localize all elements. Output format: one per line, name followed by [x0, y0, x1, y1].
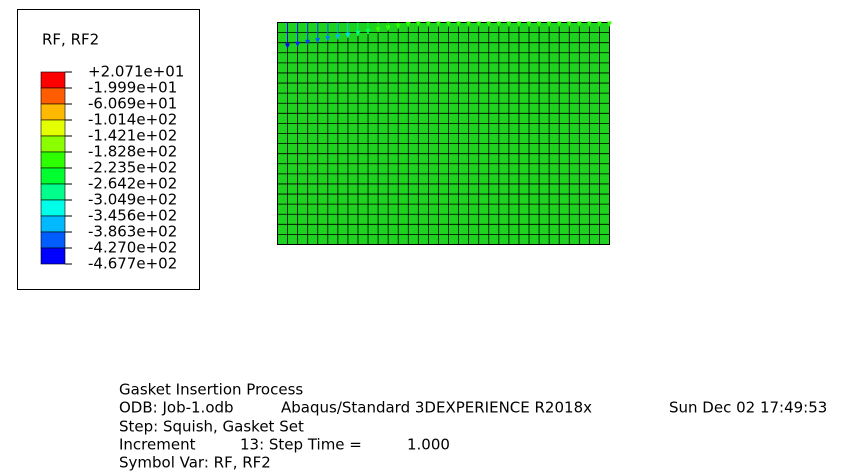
legend-swatch: [40, 199, 66, 217]
legend-swatch: [40, 167, 66, 185]
legend-label: -4.677e+02: [88, 255, 177, 273]
arrow-head: [486, 21, 492, 27]
legend-label: -3.863e+02: [88, 223, 177, 241]
arrow-head: [456, 21, 462, 27]
arrow-head: [596, 21, 602, 27]
info-date: Sun Dec 02 17:49:53: [669, 399, 827, 417]
legend-swatch: [40, 215, 66, 233]
legend-label: -1.999e+01: [88, 79, 177, 97]
legend-label: +2.071e+01: [88, 63, 184, 81]
arrow-head: [506, 21, 512, 27]
legend-label: -4.270e+02: [88, 239, 177, 257]
arrow-head: [405, 21, 411, 27]
arrow-head: [556, 21, 562, 27]
arrow-head: [325, 36, 331, 42]
reaction-arrows: [285, 21, 612, 49]
arrow-head: [476, 21, 482, 27]
info-increment-value: 13: Step Time =: [240, 436, 362, 454]
legend-label: -1.421e+02: [88, 127, 177, 145]
arrow-head: [496, 21, 502, 27]
arrow-head: [526, 21, 532, 27]
arrow-head: [385, 25, 391, 31]
legend-label: -2.642e+02: [88, 175, 177, 193]
arrow-head: [305, 39, 311, 45]
arrow-head: [546, 21, 552, 27]
arrow-head: [315, 38, 321, 44]
legend-label: -2.235e+02: [88, 159, 177, 177]
arrow-head: [345, 32, 351, 38]
mesh: [277, 22, 610, 245]
legend-swatch: [40, 247, 66, 265]
arrow-head: [395, 23, 401, 29]
arrow-head: [586, 21, 592, 27]
legend-label: -1.828e+02: [88, 143, 177, 161]
arrow-head: [516, 21, 522, 27]
legend-swatch: [40, 183, 66, 201]
arrow-head: [415, 21, 421, 27]
legend-swatch: [40, 231, 66, 249]
info-solver: Abaqus/Standard 3DEXPERIENCE R2018x: [281, 399, 592, 417]
legend-swatch: [40, 119, 66, 137]
info-title: Gasket Insertion Process: [119, 381, 303, 399]
legend-swatch: [40, 135, 66, 153]
legend-label: -1.014e+02: [88, 111, 177, 129]
arrow-head: [285, 43, 290, 49]
arrow-head: [576, 21, 582, 27]
arrow-head: [435, 21, 441, 27]
legend-swatch: [40, 71, 66, 89]
legend-swatch: [40, 103, 66, 121]
info-odb: ODB: Job-1.odb: [119, 399, 234, 417]
info-symbol-var: Symbol Var: RF, RF2: [119, 454, 271, 472]
legend-swatch: [40, 87, 66, 105]
arrow-head: [606, 21, 612, 27]
arrow-head: [445, 21, 451, 27]
arrow-head: [566, 21, 572, 27]
info-step: Step: Squish, Gasket Set: [119, 418, 304, 436]
legend-label: -6.069e+01: [88, 95, 177, 113]
arrow-head: [355, 30, 361, 36]
legend-title: RF, RF2: [42, 31, 99, 49]
info-increment: Increment: [119, 436, 196, 454]
legend-label: -3.456e+02: [88, 207, 177, 225]
arrow-head: [425, 21, 431, 27]
legend-swatch: [40, 151, 66, 169]
arrow-head: [365, 29, 371, 35]
arrow-head: [375, 27, 381, 33]
arrow-head: [295, 41, 301, 47]
arrow-head: [335, 34, 341, 40]
legend-label: -3.049e+02: [88, 191, 177, 209]
info-step-time: 1.000: [407, 436, 450, 454]
arrow-head: [536, 21, 542, 27]
arrow-head: [466, 21, 472, 27]
